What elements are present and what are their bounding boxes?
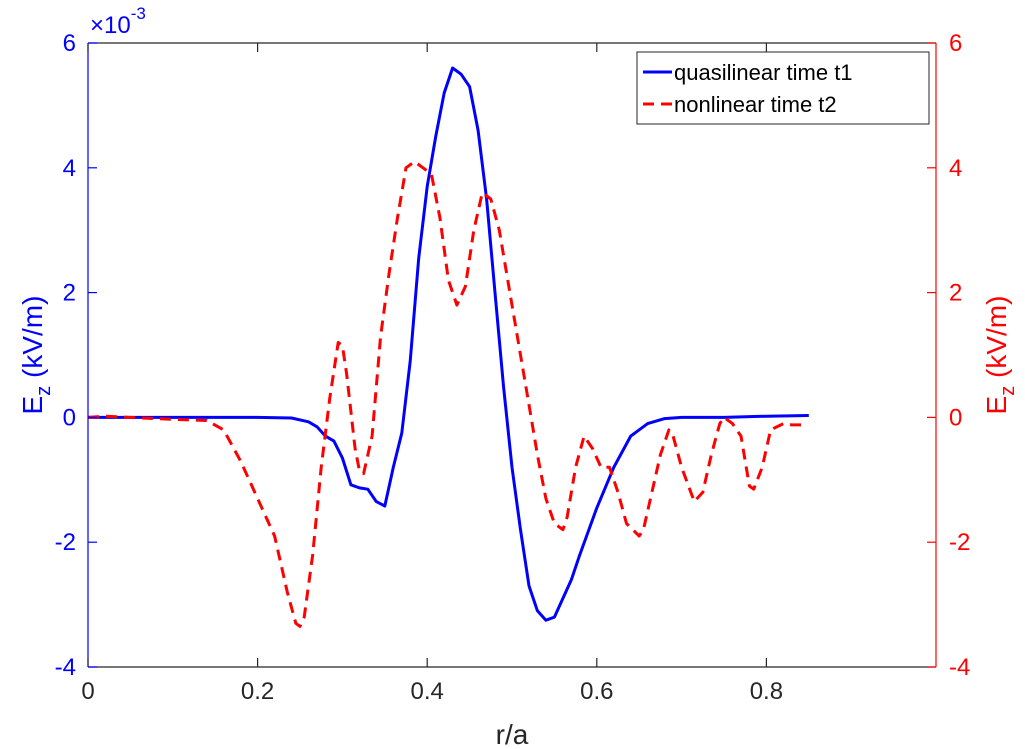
left-y-label-sub: z (33, 386, 55, 396)
left-y-axis-label: Ez (kV/m) (17, 296, 55, 415)
right-y-tick-label: -2 (949, 529, 970, 556)
legend: quasilinear time t1 nonlinear time t2 (636, 51, 930, 125)
right-y-label-sub: z (997, 386, 1019, 396)
x-tick-label: 0.8 (750, 678, 783, 705)
right-y-tick-label: 0 (949, 404, 962, 431)
left-y-tick-label: 2 (63, 280, 76, 307)
plot-background (88, 43, 936, 667)
right-y-label-main: E (981, 396, 1012, 415)
legend-label-2: nonlinear time t2 (674, 92, 837, 117)
series-line-2 (87, 160, 805, 628)
legend-label-1: quasilinear time t1 (674, 60, 853, 85)
right-y-tick-label: 2 (949, 280, 962, 307)
left-y-multiplier: ×10-3 (90, 4, 146, 39)
left-y-tick-label: -4 (55, 654, 76, 681)
axes-layer: 0 0.2 0.4 0.6 0.8 r/a -4 -2 0 2 4 6 ×10-3 Ez (kV/m) -4… (17, 4, 1019, 749)
x-axis-label: r/a (496, 719, 529, 749)
left-y-tick-label: -2 (55, 529, 76, 556)
x-tick-label: 0.6 (580, 678, 613, 705)
right-y-tick-label: 6 (949, 30, 962, 57)
x-tick-label: 0.2 (241, 678, 274, 705)
right-y-tick-label: 4 (949, 155, 962, 182)
left-y-label-units: (kV/m) (17, 296, 48, 386)
x-tick-label: 0.4 (411, 678, 444, 705)
left-y-tick-label: 6 (63, 30, 76, 57)
right-y-axis-label: Ez (kV/m) (981, 296, 1019, 415)
legend-box (636, 51, 930, 125)
left-y-tick-label: 0 (63, 404, 76, 431)
right-y-tick-label: -4 (949, 654, 970, 681)
right-y-label-units: (kV/m) (981, 296, 1012, 386)
x-tick-label: 0 (81, 678, 94, 705)
series-layer (87, 66, 809, 628)
left-y-multiplier-exponent: -3 (131, 4, 146, 23)
left-y-label-main: E (17, 396, 48, 415)
plot-area (88, 43, 936, 667)
left-y-tick-label: 4 (63, 155, 76, 182)
left-y-multiplier-base: ×10 (90, 12, 131, 39)
